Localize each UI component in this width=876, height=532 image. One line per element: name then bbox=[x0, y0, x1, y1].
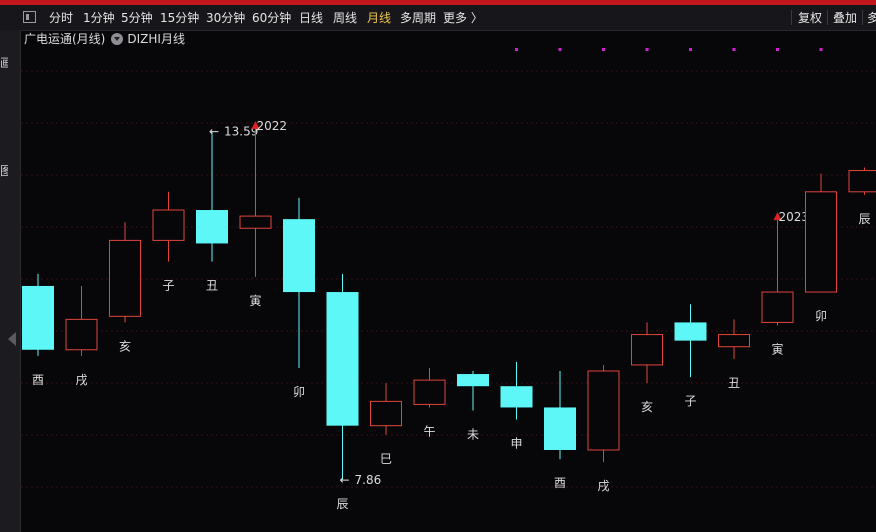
candle-body bbox=[326, 292, 359, 426]
period-marker bbox=[776, 48, 779, 51]
tab-5min[interactable]: 5分钟 bbox=[121, 11, 153, 25]
stock-title: 广电运通(月线) bbox=[24, 32, 106, 46]
period-toolbar: 分时 1分钟 5分钟 15分钟 30分钟 60分钟 日线 周线 月线 多周期 更… bbox=[0, 5, 876, 31]
tab-30min[interactable]: 30分钟 bbox=[206, 11, 246, 25]
candle-label: 卯 bbox=[293, 385, 305, 399]
sidebar-toggle-icon[interactable] bbox=[23, 11, 36, 23]
period-marker bbox=[515, 48, 518, 51]
candle-label: 子 bbox=[162, 279, 174, 293]
candlestick-chart[interactable]: 酉戌亥子 丑← 13.59寅2022卯辰← 7.86巳午 未申酉 戌亥 子丑寅2023卯辰 bbox=[21, 46, 876, 532]
tab-more[interactable]: 更多 〉 bbox=[443, 11, 483, 25]
price-arrow-icon: ← bbox=[340, 473, 350, 487]
candle-body bbox=[674, 322, 707, 341]
candle-label: 卯 bbox=[815, 309, 827, 323]
candle-body bbox=[239, 215, 272, 229]
collapse-arrow-icon[interactable] bbox=[8, 332, 16, 346]
toolbar-divider bbox=[862, 10, 863, 25]
candle-label: 戌 bbox=[75, 373, 87, 387]
year-flag: 2023 bbox=[779, 210, 810, 224]
tab-1min[interactable]: 1分钟 bbox=[83, 11, 115, 25]
indicator-name[interactable]: DIZHI月线 bbox=[127, 32, 185, 46]
period-marker bbox=[602, 48, 605, 51]
candle-label: 酉 bbox=[32, 373, 44, 387]
candle-label: 辰 bbox=[336, 497, 348, 511]
candle-label: 申 bbox=[510, 437, 522, 451]
candle-label: 酉 bbox=[554, 476, 566, 490]
candle-body bbox=[544, 407, 576, 450]
overlay-button[interactable]: 叠加 bbox=[833, 11, 858, 25]
tab-fenshi[interactable]: 分时 bbox=[49, 11, 74, 25]
price-arrow-icon: ← bbox=[209, 125, 219, 139]
top-accent-bar bbox=[0, 0, 876, 5]
left-rail-label[interactable]: 图 bbox=[0, 164, 8, 178]
year-flag: 2022 bbox=[257, 119, 288, 133]
warning-triangle-icon bbox=[773, 212, 782, 221]
candle-label: 丑 bbox=[728, 376, 740, 390]
multi-button[interactable]: 多 bbox=[867, 11, 876, 25]
toolbar-divider bbox=[791, 10, 792, 25]
warning-triangle-icon bbox=[251, 120, 260, 129]
candle-body bbox=[413, 379, 446, 405]
period-marker bbox=[732, 48, 736, 51]
candle-body bbox=[718, 334, 750, 348]
candle-body bbox=[283, 219, 315, 293]
tab-monthly[interactable]: 月线 bbox=[367, 11, 392, 25]
candle-body bbox=[848, 170, 876, 193]
tab-60min[interactable]: 60分钟 bbox=[252, 11, 292, 25]
candle-body bbox=[457, 374, 489, 387]
candle-body bbox=[22, 285, 54, 350]
left-rail: 画 图 bbox=[0, 30, 21, 532]
candle-label: 午 bbox=[423, 424, 435, 438]
candle-label: 亥 bbox=[119, 339, 131, 353]
period-marker bbox=[558, 48, 562, 51]
indicator-dropdown-icon[interactable] bbox=[111, 33, 124, 45]
left-rail-label[interactable]: 画 bbox=[0, 56, 8, 70]
chart-title: 广电运通(月线) DIZHI月线 bbox=[24, 30, 185, 47]
candle-label: 辰 bbox=[858, 212, 870, 226]
candle-label: 亥 bbox=[641, 400, 653, 414]
candle-label: 丑 bbox=[206, 279, 218, 293]
candle-label: 寅 bbox=[249, 293, 261, 308]
price-annotation: 7.86 bbox=[355, 473, 382, 487]
candle-body bbox=[152, 209, 185, 241]
price-annotation: 13.59 bbox=[224, 125, 258, 139]
tab-multi-period[interactable]: 多周期 bbox=[400, 11, 437, 25]
candle-label: 戌 bbox=[597, 479, 609, 493]
restore-rights-button[interactable]: 复权 bbox=[798, 11, 823, 25]
candle-body bbox=[500, 386, 533, 408]
tab-weekly[interactable]: 周线 bbox=[333, 11, 358, 25]
candle-body bbox=[631, 334, 663, 366]
candle-body bbox=[587, 370, 620, 451]
candle-body bbox=[370, 400, 402, 427]
tab-daily[interactable]: 日线 bbox=[299, 11, 324, 25]
candle-body bbox=[761, 291, 794, 323]
candle-body bbox=[109, 239, 141, 317]
period-marker bbox=[645, 48, 649, 51]
candle-body bbox=[65, 318, 98, 351]
candle-label: 子 bbox=[684, 394, 696, 408]
candle-body bbox=[196, 210, 228, 244]
period-marker bbox=[819, 48, 823, 51]
period-marker bbox=[689, 48, 692, 51]
candle-label: 寅 bbox=[771, 341, 783, 356]
toolbar-divider bbox=[827, 10, 828, 25]
candle-label: 巳 bbox=[380, 452, 392, 466]
tab-15min[interactable]: 15分钟 bbox=[160, 11, 200, 25]
candle-body bbox=[805, 191, 837, 293]
candle-label: 未 bbox=[467, 428, 479, 442]
